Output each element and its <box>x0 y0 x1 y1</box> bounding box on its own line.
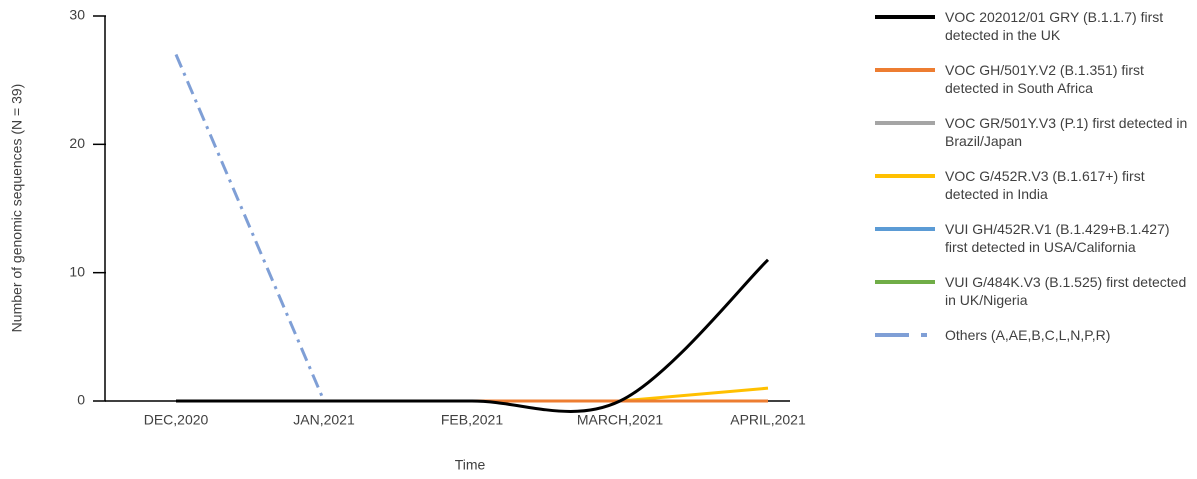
legend-label: Others (A,AE,B,C,L,N,P,R) <box>945 327 1111 343</box>
legend-swatch <box>875 227 935 231</box>
x-tick-label: DEC,2020 <box>144 412 209 428</box>
y-tick-label: 20 <box>69 135 85 151</box>
legend-entry: VOC GH/501Y.V2 (B.1.351) first detected … <box>873 61 1193 97</box>
x-axis-title: Time <box>455 457 486 473</box>
legend-swatch <box>875 68 935 72</box>
legend-entry: VUI G/484K.V3 (B.1.525) first detected i… <box>873 273 1193 309</box>
legend: VOC 202012/01 GRY (B.1.1.7) first detect… <box>873 8 1193 361</box>
y-tick-label: 30 <box>69 7 85 23</box>
legend-label: VOC G/452R.V3 (B.1.617+) first detected … <box>945 168 1145 202</box>
legend-label: VOC GR/501Y.V3 (P.1) first detected in B… <box>945 115 1188 149</box>
legend-entry: VUI GH/452R.V1 (B.1.429+B.1.427) first d… <box>873 220 1193 256</box>
series-line <box>174 53 768 403</box>
legend-swatch <box>875 121 935 125</box>
y-tick-label: 0 <box>77 392 85 408</box>
legend-swatch <box>875 333 935 337</box>
series-line <box>176 258 770 413</box>
x-tick-label: APRIL,2021 <box>730 412 806 428</box>
x-tick-label: MARCH,2021 <box>577 412 664 428</box>
legend-swatch <box>875 15 935 19</box>
legend-entry: VOC G/452R.V3 (B.1.617+) first detected … <box>873 167 1193 203</box>
x-tick-label: FEB,2021 <box>441 412 503 428</box>
y-axis-title: Number of genomic sequences (N = 39) <box>9 84 25 333</box>
series-line <box>176 386 769 403</box>
x-tick-label: JAN,2021 <box>293 412 355 428</box>
legend-entry: Others (A,AE,B,C,L,N,P,R) <box>873 326 1193 344</box>
legend-label: VUI GH/452R.V1 (B.1.429+B.1.427) first d… <box>945 221 1170 255</box>
legend-label: VOC 202012/01 GRY (B.1.1.7) first detect… <box>945 9 1164 43</box>
chart: Time Number of genomic sequences (N = 39… <box>9 7 806 473</box>
legend-label: VUI G/484K.V3 (B.1.525) first detected i… <box>945 274 1187 308</box>
legend-swatch <box>875 280 935 284</box>
y-tick-label: 10 <box>69 263 85 279</box>
legend-swatch <box>875 174 935 178</box>
legend-label: VOC GH/501Y.V2 (B.1.351) first detected … <box>945 62 1144 96</box>
legend-entry: VOC 202012/01 GRY (B.1.1.7) first detect… <box>873 8 1193 44</box>
legend-entry: VOC GR/501Y.V3 (P.1) first detected in B… <box>873 114 1193 150</box>
